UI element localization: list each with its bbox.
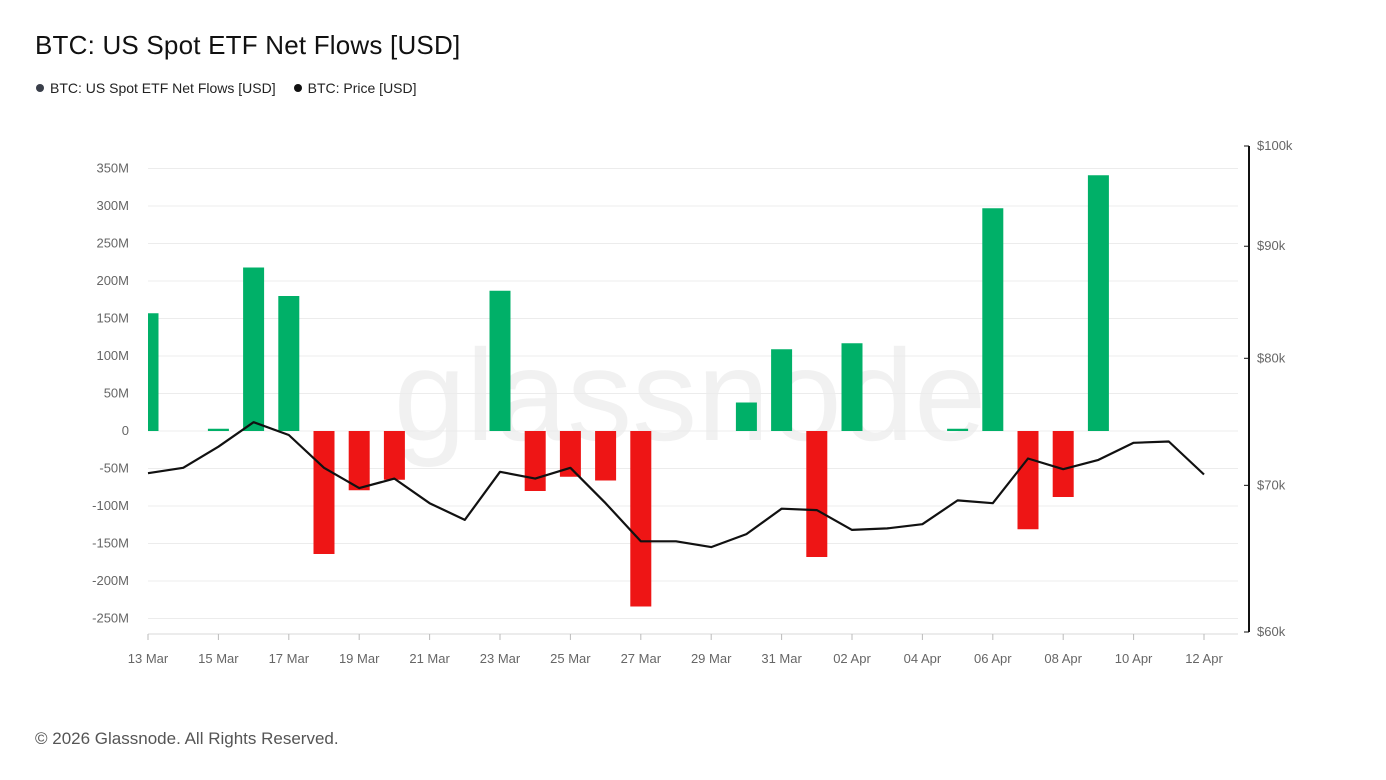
legend-label-net-flows: BTC: US Spot ETF Net Flows [USD] [50,80,276,96]
x-tick-label: 17 Mar [269,651,310,666]
net-flow-bar [630,431,652,607]
chart-title: BTC: US Spot ETF Net Flows [USD] [35,30,461,60]
y-axis-right: $100k $90k $80k $70k $60k [1244,138,1293,639]
net-flow-bar [348,431,370,491]
x-tick-label: 29 Mar [691,651,732,666]
y-axis-left: 350M 300M 250M 200M 150M 100M 50M 0 -50M -100M -15… [92,161,129,626]
legend-marker-net-flows [36,84,44,92]
legend-label-price: BTC: Price [USD] [307,80,417,96]
x-tick-label: 12 Apr [1185,651,1223,666]
x-tick-label: 25 Mar [550,651,591,666]
x-tick-label: 08 Apr [1044,651,1082,666]
x-tick-label: 21 Mar [409,651,450,666]
net-flow-bar [1017,431,1039,530]
x-tick-label: 02 Apr [833,651,871,666]
net-flow-bar [489,290,511,431]
y-right-tick-label: $60k [1257,624,1286,639]
price-series-line [147,421,1205,549]
legend-marker-price [293,84,302,92]
grid-lines [148,168,1238,619]
x-tick-label: 19 Mar [339,651,380,666]
x-tick-label: 31 Mar [761,651,802,666]
y-left-tick-label: 250M [96,236,129,251]
net-flow-bar [559,431,581,477]
net-flow-bar [947,428,969,431]
y-left-tick-label: 150M [96,311,129,326]
y-left-tick-label: -200M [92,573,129,588]
net-flow-bar [806,431,828,557]
x-tick-label: 23 Mar [480,651,521,666]
x-tick-label: 06 Apr [974,651,1012,666]
price-line [147,421,1205,549]
net-flow-bar [278,296,300,431]
x-tick-label: 04 Apr [904,651,942,666]
net-flow-bar [383,431,405,480]
net-flow-bar [595,431,617,481]
net-flow-bar [1052,431,1074,497]
y-left-tick-label: 350M [96,161,129,176]
y-left-tick-label: 100M [96,348,129,363]
net-flow-bar [1087,175,1109,431]
y-left-tick-label: -50M [99,461,129,476]
x-tick-label: 27 Mar [621,651,662,666]
y-left-tick-label: -250M [92,611,129,626]
x-tick-label: 13 Mar [128,651,169,666]
net-flow-bar [313,431,335,554]
y-left-tick-label: 0 [122,423,129,438]
y-left-tick-label: 300M [96,198,129,213]
net-flow-bar [524,431,546,491]
y-right-tick-label: $80k [1257,350,1286,365]
legend-item-price[interactable]: BTC: Price [USD] [293,80,417,96]
net-flow-bar [735,402,757,431]
chart-area: glassnode 350M 300M 250M 200M 150M 100M 50M 0 -5… [92,138,1293,666]
y-right-tick-label: $90k [1257,238,1286,253]
net-flow-bar [771,349,793,431]
y-left-tick-label: -100M [92,498,129,513]
net-flow-bar [243,267,265,431]
legend: BTC: US Spot ETF Net Flows [USD] BTC: Pr… [36,80,417,96]
net-flow-bar [841,343,863,431]
x-tick-label: 10 Apr [1115,651,1153,666]
copyright-footer: © 2026 Glassnode. All Rights Reserved. [35,729,339,748]
x-tick-label: 15 Mar [198,651,239,666]
watermark: glassnode [394,322,987,468]
y-left-tick-label: 200M [96,273,129,288]
x-axis: 13 Mar 15 Mar 17 Mar 19 Mar 21 Mar 23 Mar 25 M… [128,633,1238,666]
net-flow-bar [207,428,229,431]
net-flow-bar [982,208,1004,431]
y-right-tick-label: $100k [1257,138,1293,153]
net-flow-bar [148,313,159,431]
y-right-tick-label: $70k [1257,477,1286,492]
net-flow-bars [148,175,1109,607]
y-left-tick-label: 50M [104,386,129,401]
y-left-tick-label: -150M [92,536,129,551]
legend-item-net-flows[interactable]: BTC: US Spot ETF Net Flows [USD] [36,80,276,96]
